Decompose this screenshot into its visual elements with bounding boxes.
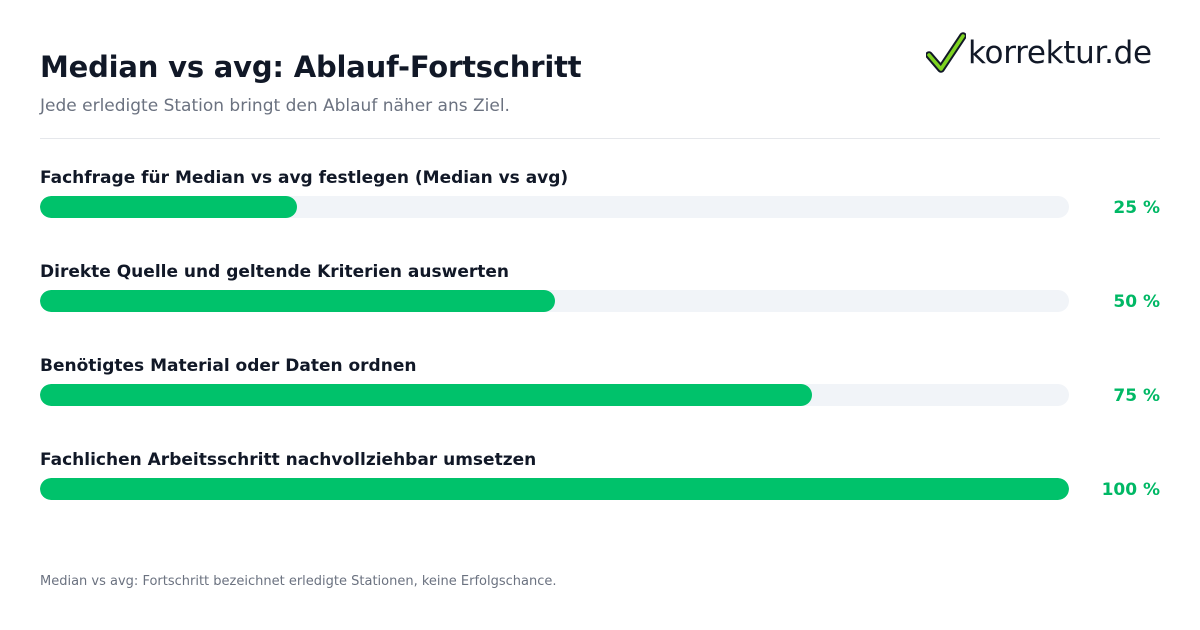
progress-row: Benötigtes Material oder Daten ordnen 75 … — [40, 356, 1160, 416]
progress-bar — [40, 478, 1069, 500]
step-label: Fachlichen Arbeitsschritt nachvollziehba… — [40, 450, 537, 470]
step-label: Fachfrage für Median vs avg festlegen (M… — [40, 168, 569, 188]
progress-row: Fachlichen Arbeitsschritt nachvollziehba… — [40, 450, 1160, 510]
checkmark-icon — [926, 32, 966, 73]
progress-track — [40, 290, 1069, 312]
footnote: Median vs avg: Fortschritt bezeichnet er… — [40, 574, 557, 589]
percent-value-label: 75 % — [1113, 386, 1160, 406]
header-divider — [40, 138, 1160, 139]
progress-bar — [40, 290, 555, 312]
progress-track — [40, 384, 1069, 406]
percent-value-label: 100 % — [1101, 480, 1160, 500]
progress-bar — [40, 196, 297, 218]
progress-row: Direkte Quelle und geltende Kriterien au… — [40, 262, 1160, 322]
percent-value-label: 25 % — [1113, 198, 1160, 218]
percent-value-label: 50 % — [1113, 292, 1160, 312]
progress-bar — [40, 384, 812, 406]
progress-row: Fachfrage für Median vs avg festlegen (M… — [40, 168, 1160, 228]
progress-track — [40, 478, 1069, 500]
step-label: Benötigtes Material oder Daten ordnen — [40, 356, 417, 376]
chart-subtitle: Jede erledigte Station bringt den Ablauf… — [40, 96, 510, 116]
chart-title: Median vs avg: Ablauf-Fortschritt — [40, 50, 582, 84]
brand-logo: korrektur.de — [926, 30, 1152, 76]
step-label: Direkte Quelle und geltende Kriterien au… — [40, 262, 509, 282]
progress-track — [40, 196, 1069, 218]
logo-text: korrektur.de — [968, 35, 1152, 71]
